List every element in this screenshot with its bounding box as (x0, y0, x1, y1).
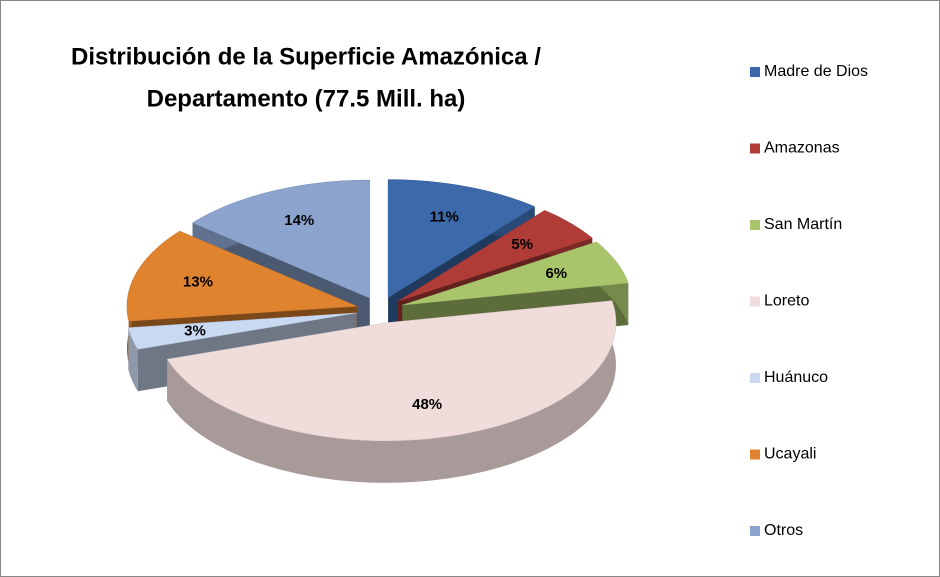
slice-top (128, 312, 357, 350)
legend-label: Madre de Dios (764, 63, 868, 80)
data-label: 14% (284, 212, 314, 229)
data-label: 5% (511, 236, 533, 253)
data-label: 6% (545, 265, 567, 282)
chart-title: Distribución de la Superficie Amazónica … (71, 43, 541, 70)
legend-swatch (750, 67, 760, 77)
data-label: 13% (183, 274, 213, 291)
slice-top (397, 210, 593, 302)
slice-top (166, 300, 617, 442)
slice-side (167, 300, 616, 483)
slice-top (402, 241, 629, 306)
legend-swatch (750, 373, 760, 383)
data-label: 48% (412, 396, 442, 413)
slice (166, 300, 617, 483)
legend-swatch (750, 449, 760, 460)
chart-title: Departamento (77.5 Mill. ha) (147, 85, 466, 112)
slice-top (192, 179, 371, 299)
legend-label: Ucayali (764, 446, 816, 463)
legend-label: Loreto (764, 293, 809, 310)
legend-swatch (750, 143, 760, 154)
legend-swatch (750, 220, 760, 230)
slice-side (128, 327, 138, 392)
legend-label: Amazonas (764, 140, 840, 157)
data-label: 11% (430, 209, 459, 226)
legend-swatch (750, 296, 760, 307)
slice-top (126, 230, 358, 322)
slice-top (387, 179, 536, 299)
data-label: 3% (184, 322, 206, 339)
legend-label: San Martín (764, 216, 842, 233)
legend-swatch (750, 526, 760, 536)
legend-label: Otros (764, 522, 803, 539)
legend-label: Huánuco (764, 369, 828, 386)
